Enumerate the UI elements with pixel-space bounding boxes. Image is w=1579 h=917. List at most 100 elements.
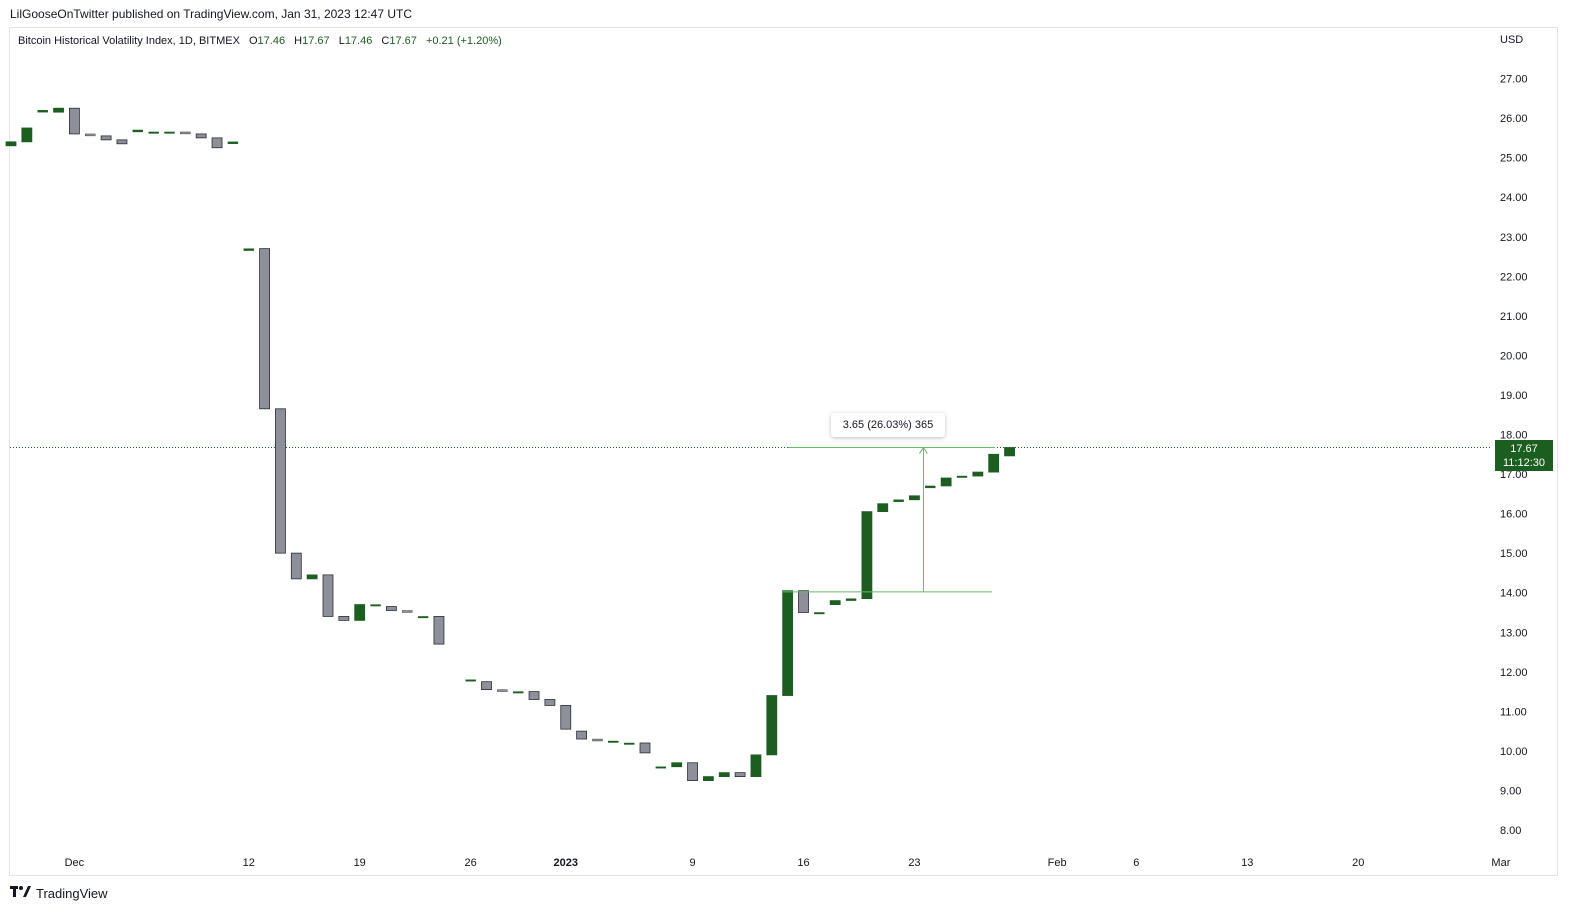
candle-up [608, 740, 619, 743]
y-tick-label: 19.00 [1500, 390, 1528, 402]
bar-countdown: 11:12:30 [1502, 457, 1545, 469]
candle-down [402, 610, 413, 613]
candle-up [718, 772, 730, 778]
x-tick-label: 6 [1133, 857, 1139, 869]
candle-up [909, 495, 920, 501]
y-tick-label: 15.00 [1500, 548, 1528, 560]
candle-up [465, 679, 476, 682]
candle-down [69, 107, 80, 135]
y-tick-label: 18.00 [1500, 430, 1528, 442]
y-tick-label: 10.00 [1500, 746, 1528, 758]
candle-up [750, 754, 762, 778]
candle-down [338, 616, 350, 621]
tradingview-logo-icon [10, 885, 32, 901]
candle-down [116, 139, 128, 145]
high-label: H [294, 35, 303, 47]
candle-up [370, 604, 381, 607]
candle-up [782, 590, 794, 696]
open-value: 17.46 [257, 35, 286, 47]
high-value: 17.67 [302, 35, 330, 47]
candle-down [576, 730, 587, 740]
candle-up [417, 616, 429, 619]
candle-down [259, 248, 271, 410]
currency-label[interactable]: USD [1500, 34, 1524, 46]
x-tick-label: 20 [1352, 857, 1364, 869]
low-label: L [338, 35, 345, 47]
chart-pane[interactable] [9, 27, 1558, 876]
candle-down [290, 552, 302, 580]
candle-up [5, 141, 17, 147]
y-tick-label: 23.00 [1500, 232, 1528, 244]
candle-up [132, 129, 144, 133]
candle-up [671, 762, 683, 768]
published-header: LilGooseOnTwitter published on TradingVi… [10, 7, 413, 21]
y-tick-label: 16.00 [1500, 509, 1528, 521]
candle-up [829, 600, 841, 605]
candle-up [243, 248, 254, 251]
candle-down [385, 606, 397, 611]
y-tick-label: 9.00 [1500, 785, 1521, 797]
y-tick-label: 21.00 [1500, 311, 1528, 323]
candle-down [322, 574, 334, 617]
candle-up [354, 604, 366, 621]
candle-up [513, 691, 524, 694]
x-tick-label: 13 [1241, 857, 1253, 869]
candle-up [972, 471, 984, 477]
measure-label[interactable]: 3.65 (26.03%) 365 [831, 413, 945, 437]
close-label: C [381, 35, 390, 47]
candle-up [306, 574, 318, 580]
candle-up [703, 776, 714, 781]
x-tick-label: 26 [465, 857, 477, 869]
symbol-title[interactable]: Bitcoin Historical Volatility Index, 1D,… [18, 35, 240, 47]
candle-down [497, 689, 508, 692]
candle-up [845, 598, 857, 601]
y-tick-label: 11.00 [1500, 706, 1527, 718]
candle-down [180, 131, 191, 135]
low-value: 17.46 [344, 35, 373, 47]
candle-up [227, 141, 239, 145]
x-tick-label: Mar [1491, 857, 1510, 869]
candle-up [655, 766, 667, 769]
y-tick-label: 8.00 [1500, 825, 1521, 837]
candle-down [211, 137, 223, 149]
y-tick-label: 14.00 [1500, 588, 1528, 600]
y-tick-label: 20.00 [1500, 350, 1528, 362]
candle-down [528, 691, 540, 700]
candle-up [956, 475, 968, 478]
candle-down [195, 133, 207, 139]
candle-down [687, 762, 698, 781]
last-price-value: 17.67 [1510, 443, 1538, 455]
candle-down [798, 590, 809, 613]
x-tick-label: 19 [354, 857, 366, 869]
x-tick-label: 2023 [554, 857, 578, 869]
candle-up [940, 477, 952, 487]
footer-brand-label: TradingView [36, 885, 108, 901]
candle-up [988, 453, 1000, 473]
candle-down [85, 133, 96, 137]
candle-down [592, 738, 603, 742]
candle-up [893, 499, 904, 502]
candle-down [433, 616, 445, 645]
candle-up [21, 127, 33, 143]
candle-up [148, 131, 159, 134]
x-tick-label: 23 [908, 857, 920, 869]
candle-up [925, 485, 936, 489]
close-value: 17.67 [389, 35, 417, 47]
candle-down [639, 742, 651, 754]
candle-down [275, 408, 286, 554]
candle-up [53, 107, 64, 113]
candle-down [544, 699, 556, 706]
x-tick-label: Feb [1048, 857, 1067, 869]
y-tick-label: 27.00 [1500, 74, 1528, 86]
x-tick-label: 9 [689, 857, 695, 869]
measure-arrow-head [919, 446, 928, 454]
candle-up [164, 131, 175, 134]
y-tick-label: 25.00 [1500, 153, 1528, 165]
candle-up [861, 511, 873, 600]
candle-up [877, 503, 889, 513]
candle-up [814, 612, 825, 615]
candle-up [623, 742, 635, 745]
footer-brand[interactable]: TradingView [10, 885, 108, 901]
y-tick-label: 22.00 [1500, 271, 1528, 283]
